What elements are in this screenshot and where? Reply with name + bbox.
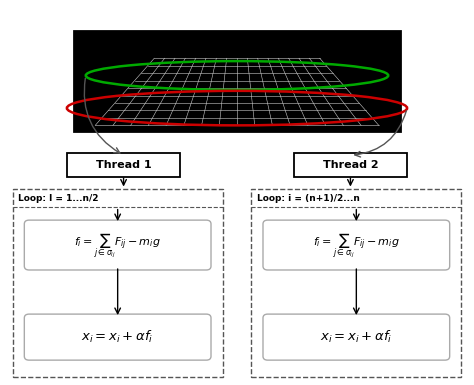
Text: Thread 2: Thread 2	[323, 160, 378, 170]
FancyBboxPatch shape	[67, 153, 180, 177]
Text: $x_i = x_i + \alpha f_i$: $x_i = x_i + \alpha f_i$	[82, 329, 154, 345]
FancyBboxPatch shape	[263, 314, 450, 360]
Text: $f_i = \sum_{j \in \sigma_{ij}} F_{ij} - m_i g$: $f_i = \sum_{j \in \sigma_{ij}} F_{ij} -…	[74, 231, 161, 259]
Text: Loop: l = 1...n/2: Loop: l = 1...n/2	[18, 194, 99, 203]
FancyBboxPatch shape	[251, 189, 462, 377]
Text: Thread 1: Thread 1	[96, 160, 151, 170]
FancyBboxPatch shape	[24, 314, 211, 360]
FancyBboxPatch shape	[12, 189, 223, 377]
FancyBboxPatch shape	[24, 220, 211, 270]
Text: $x_i = x_i + \alpha f_i$: $x_i = x_i + \alpha f_i$	[320, 329, 392, 345]
FancyBboxPatch shape	[263, 220, 450, 270]
Text: $f_i = \sum_{j \in \sigma_{ij}} F_{ij} - m_i g$: $f_i = \sum_{j \in \sigma_{ij}} F_{ij} -…	[313, 231, 400, 259]
FancyBboxPatch shape	[294, 153, 407, 177]
Text: Loop: i = (n+1)/2...n: Loop: i = (n+1)/2...n	[257, 194, 360, 203]
FancyBboxPatch shape	[74, 32, 400, 131]
